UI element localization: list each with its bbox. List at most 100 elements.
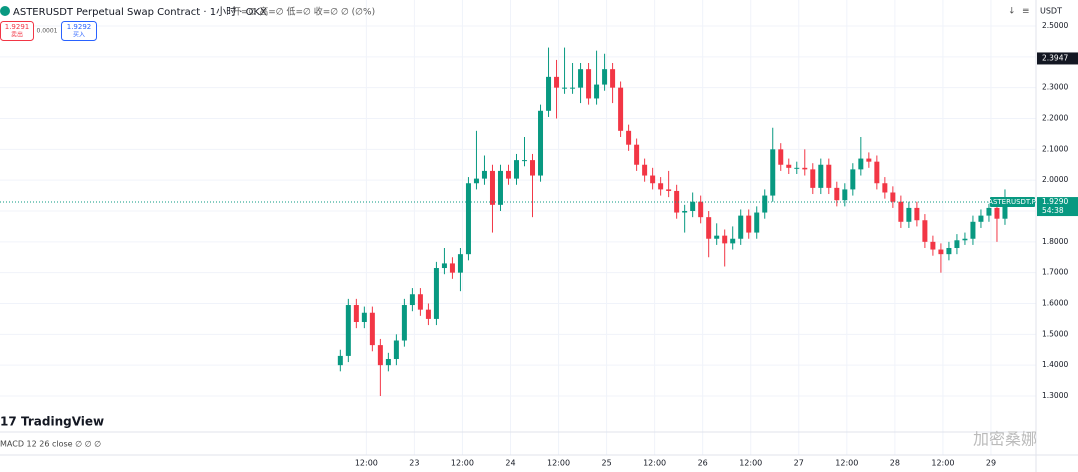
x-tick-label: 12:00 [739, 459, 762, 468]
candle-body [473, 178, 479, 184]
candle-body [914, 207, 920, 221]
candle-body [538, 110, 544, 176]
candle-body [393, 340, 399, 359]
candle-body [786, 164, 792, 168]
candle-body [946, 247, 952, 255]
buy-price: 1.9292 [67, 23, 92, 31]
candle-body [626, 130, 632, 145]
candle-body [762, 195, 768, 213]
x-tick-label: 12:00 [355, 459, 378, 468]
candle-body [778, 149, 784, 165]
symbol-label-box [990, 197, 1035, 208]
candle-body [642, 164, 648, 176]
candle-body [522, 160, 528, 162]
candle-body [465, 183, 471, 255]
candle-body [578, 69, 584, 88]
candle-body [513, 160, 519, 179]
y-tick-label: 1.8000 [1042, 237, 1068, 246]
candle-body [546, 76, 552, 111]
toolbar-icon[interactable]: ↓ [1008, 7, 1016, 17]
candle-body [1002, 202, 1008, 219]
ohlc-legend: 开=∅ 高=∅ 低=∅ 收=∅ ∅ (∅%) [232, 6, 375, 18]
candle-body [618, 87, 624, 131]
toolbar-icon[interactable]: ≡ [1022, 7, 1030, 17]
candle-body [906, 207, 912, 222]
candle-body [882, 183, 888, 193]
candle-body [666, 189, 672, 191]
candle-body [898, 201, 904, 222]
candle-body [850, 169, 856, 190]
high-marker-label: 2.3947 [1042, 53, 1068, 62]
candle-body [930, 241, 936, 250]
candle-body [530, 160, 536, 176]
candle-body [938, 249, 944, 255]
candle-body [449, 263, 455, 273]
candle-body [690, 201, 696, 211]
candle-body [658, 183, 664, 190]
candle-body [417, 294, 423, 310]
candle-body [754, 212, 760, 233]
candle-body [970, 221, 976, 239]
y-tick-label: 1.3000 [1042, 391, 1068, 400]
x-tick-label: 26 [698, 459, 708, 468]
watermark: 加密桑娜 [973, 430, 1037, 449]
x-tick-label: 24 [505, 459, 515, 468]
sell-price: 1.9291 [5, 23, 30, 31]
candle-body [722, 235, 728, 244]
y-tick-label: 2.0000 [1042, 175, 1068, 184]
x-tick-label: 12:00 [451, 459, 474, 468]
candle-body [457, 254, 463, 273]
candle-body [706, 217, 712, 239]
high-marker-box [1037, 52, 1078, 65]
y-tick-label: 1.5000 [1042, 329, 1068, 338]
candle-body [602, 69, 608, 85]
candle-body [858, 158, 864, 170]
countdown: 54:38 [1042, 206, 1064, 215]
sell-button[interactable] [0, 21, 34, 41]
candle-body [337, 355, 343, 366]
x-tick-label: 12:00 [643, 459, 666, 468]
candle-body [505, 170, 511, 179]
candle-body [682, 210, 688, 213]
candle-body [994, 207, 1000, 219]
buy-button[interactable] [61, 21, 97, 41]
candle-body [441, 263, 447, 269]
sell-label: 卖出 [11, 31, 23, 39]
candle-body [866, 158, 872, 162]
candle-body [554, 76, 560, 88]
candle-body [497, 170, 503, 205]
y-tick-label: 1.6000 [1042, 298, 1068, 307]
symbol-title[interactable]: ASTERUSDT Perpetual Swap Contract · 1小时 … [13, 6, 267, 18]
candle-body [874, 161, 880, 184]
candle-body [634, 144, 640, 165]
candle-body [369, 312, 375, 346]
last-price-label: 1.9290 [1042, 197, 1068, 206]
y-tick-label: 1.4000 [1042, 360, 1068, 369]
candle-body [698, 201, 704, 218]
spread: 0.0001 [37, 28, 58, 35]
symbol-icon [0, 6, 10, 16]
candle-body [385, 358, 391, 366]
candle-body [962, 238, 968, 241]
indicator-legend: MACD 12 26 close ∅ ∅ ∅ [0, 440, 101, 449]
candle-body [770, 149, 776, 196]
candle-body [890, 192, 896, 202]
candle-body [586, 69, 592, 99]
candle-body [361, 312, 367, 322]
brand-logo-mark: 17 [0, 415, 17, 429]
candle-body [377, 345, 383, 366]
symbol-label: ASTERUSDT.P [988, 198, 1036, 206]
x-tick-label: 29 [986, 459, 996, 468]
last-price-box [1037, 197, 1078, 217]
candle-body [353, 305, 359, 322]
candle-body [570, 87, 576, 89]
currency[interactable]: USDT [1040, 7, 1062, 16]
candle-body [826, 164, 832, 188]
x-tick-label: 12:00 [931, 459, 954, 468]
candle-body [610, 69, 616, 88]
candle-body [409, 294, 415, 306]
x-tick-label: 27 [794, 459, 804, 468]
candle-body [594, 84, 600, 99]
